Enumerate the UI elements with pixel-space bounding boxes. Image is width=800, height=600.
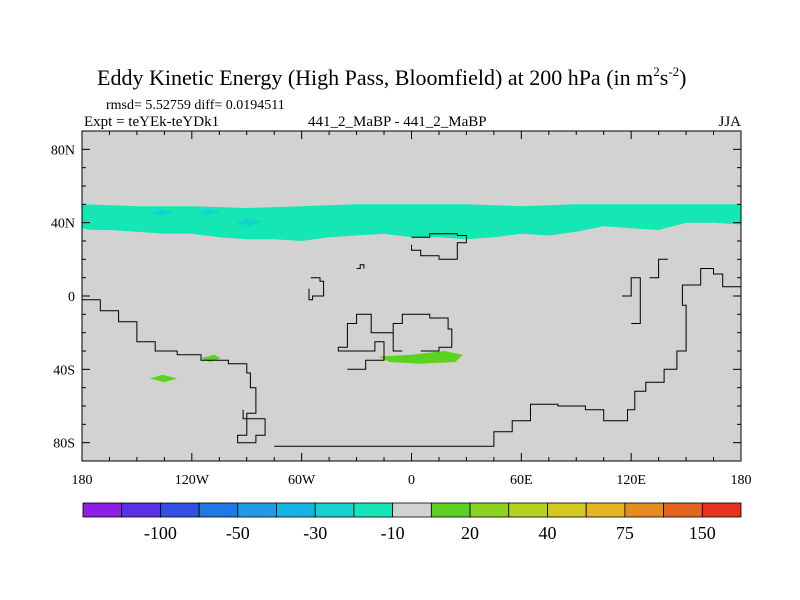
subtitle-center: 441_2_MaBP - 441_2_MaBP [308, 114, 487, 130]
colorbar-swatch [547, 502, 587, 518]
coastline-indonesia-1 [622, 277, 641, 324]
y-tick-label: 80N [51, 143, 75, 158]
colorbar-label: 20 [461, 523, 479, 543]
plot-area [82, 131, 742, 461]
subtitle-right: JJA [718, 114, 741, 130]
coastline-madagascar [356, 264, 365, 269]
colorbar-swatch [624, 502, 664, 518]
y-tick-label: 80S [53, 437, 75, 452]
region-core-negative-1 [147, 209, 174, 216]
region-core-negative-2 [195, 209, 222, 216]
colorbar-label: -10 [381, 523, 405, 543]
colorbar-swatch [198, 502, 239, 518]
region-south-atlantic-positive [378, 351, 463, 364]
x-tick-label: 120E [616, 473, 646, 488]
colorbar-swatch [701, 502, 742, 518]
x-tick-label: 180 [731, 473, 752, 488]
colorbar-label: 40 [538, 523, 556, 543]
coastline-southeast-asia [392, 313, 453, 352]
chart-title-close: ) [679, 65, 686, 90]
chart-title-sup1: 2 [653, 64, 660, 79]
colorbar-label: -100 [144, 523, 177, 543]
chart-title: Eddy Kinetic Energy (High Pass, Bloomfie… [97, 64, 686, 90]
colorbar-swatch [82, 502, 123, 518]
colorbar-swatch [663, 502, 703, 518]
colorbar-swatch [353, 502, 394, 518]
colorbar-swatch [430, 502, 471, 518]
colorbar-label: 75 [616, 523, 634, 543]
x-tick-label: 120W [175, 473, 210, 488]
colorbar-swatch [469, 502, 510, 518]
chart-title-s: s [660, 65, 669, 90]
y-tick-label: 40N [51, 217, 75, 232]
colorbar-swatch [392, 502, 432, 518]
coastline-middle-east [337, 313, 394, 370]
region-core-negative-3 [235, 219, 262, 227]
colorbar-swatch [160, 502, 200, 518]
colorbar-swatch [237, 502, 277, 518]
colorbar-swatch [121, 502, 161, 518]
x-tick-label: 0 [408, 473, 415, 488]
axes: 180 120W 60W 0 60E 120E 180 80N 40N 0 40S 80S [51, 130, 752, 488]
region-south-pacific-positive-2 [149, 374, 178, 383]
coastline-antarctica [274, 268, 742, 447]
colorbar-label: -50 [226, 523, 250, 543]
x-tick-label: 60E [510, 473, 533, 488]
plot-background [82, 131, 741, 461]
y-tick-label: 40S [53, 363, 75, 378]
colorbar-label: -30 [303, 523, 327, 543]
subtitle-stats: rmsd= 5.52759 diff= 0.0194511 [106, 98, 285, 113]
chart-title-text: Eddy Kinetic Energy (High Pass, Bloomfie… [97, 65, 653, 90]
x-tick-label: 60W [288, 473, 316, 488]
chart-title-sup2: -2 [668, 64, 679, 79]
colorbar-swatch [276, 502, 316, 518]
colorbar: -100 -50 -30 -10 20 40 75 150 [82, 502, 742, 543]
colorbar-swatch [585, 502, 626, 518]
colorbar-swatch [508, 502, 548, 518]
coastline-indonesia-2 [649, 258, 668, 279]
x-tick-label: 180 [72, 473, 93, 488]
subtitle-left: Expt = teYEk-teYDk1 [84, 114, 219, 130]
y-tick-label: 0 [68, 290, 75, 305]
region-midlatitude-band-negative [82, 204, 741, 241]
colorbar-label: 150 [689, 523, 716, 543]
coastline-australia [411, 233, 467, 260]
colorbar-swatch [314, 502, 355, 518]
coastline-south-america [82, 299, 266, 444]
coastline-africa [308, 277, 325, 301]
